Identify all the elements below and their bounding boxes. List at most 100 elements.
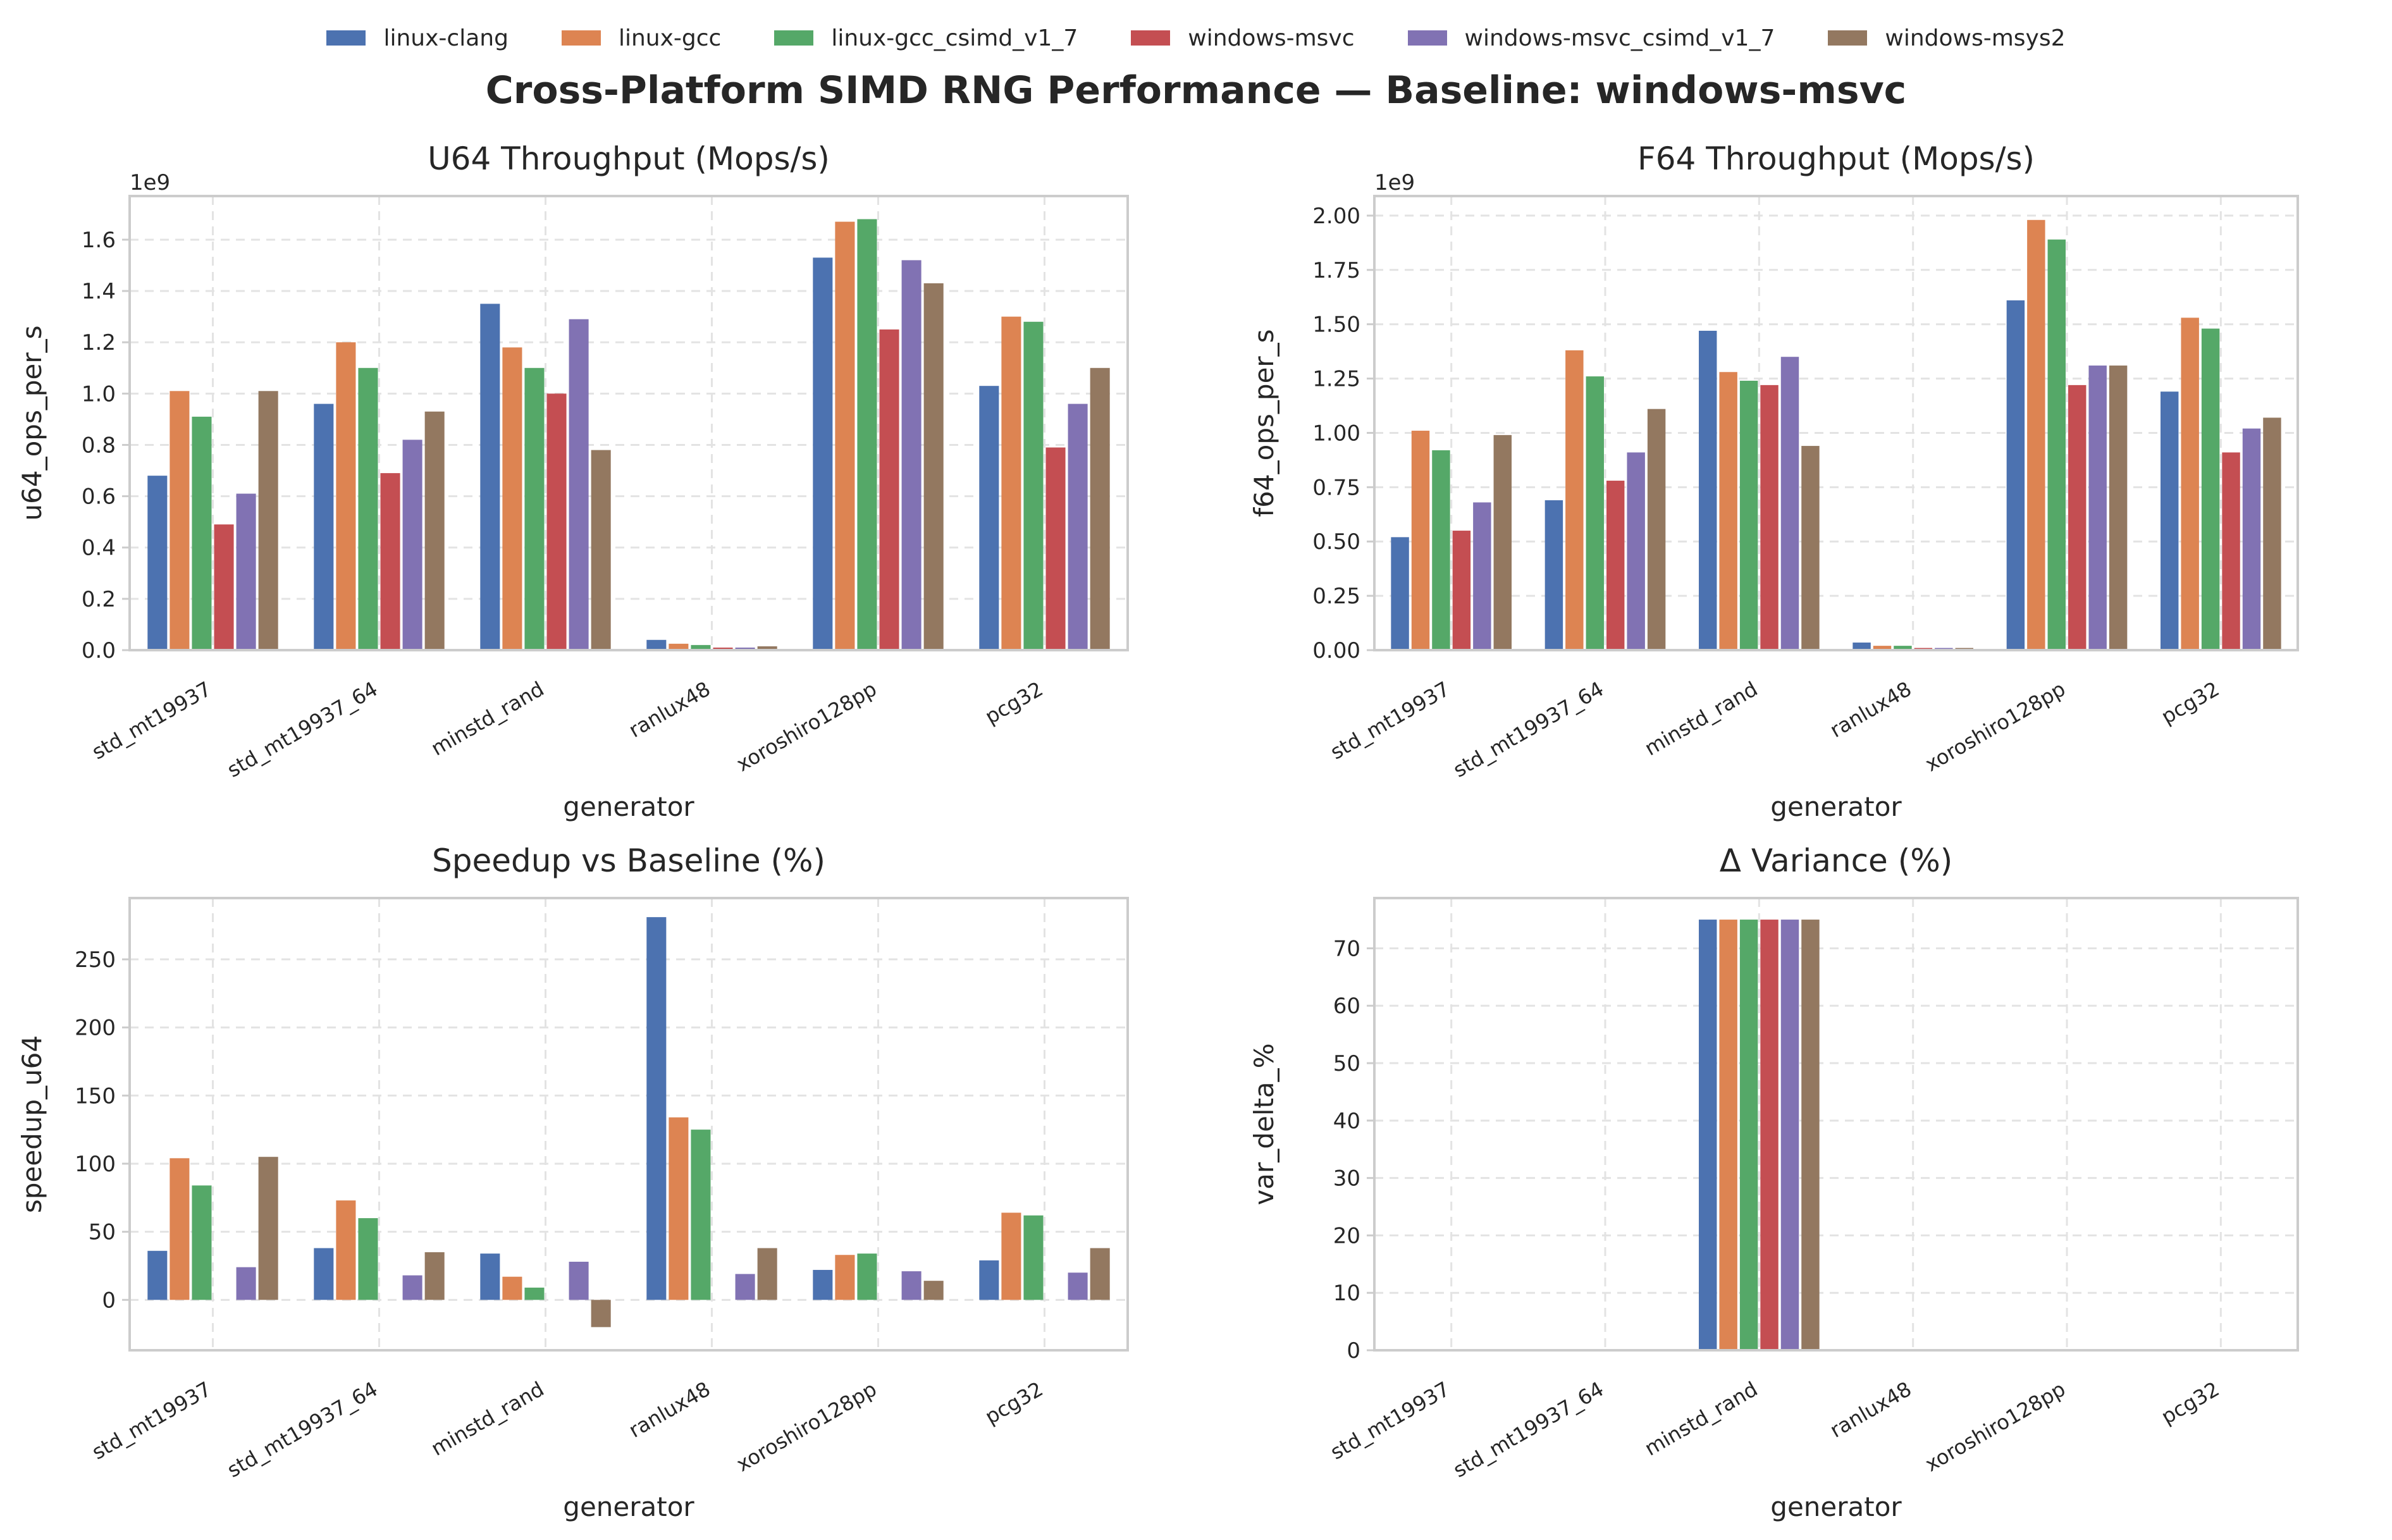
bar — [757, 1248, 777, 1300]
x-axis-label: generator — [1770, 791, 1902, 822]
y-tick-label: 0.4 — [82, 536, 116, 561]
bar — [1090, 1248, 1110, 1300]
bar — [735, 647, 755, 650]
x-tick-label: ranlux48 — [625, 677, 715, 742]
legend-item: linux-gcc_csimd_v1_7 — [774, 25, 1078, 51]
y-tick-label: 0.25 — [1312, 584, 1360, 609]
y-axis-label: f64_ops_per_s — [1248, 329, 1279, 517]
bar — [1023, 321, 1044, 650]
legend-label: windows-msvc_csimd_v1_7 — [1464, 25, 1775, 51]
y-tick-label: 0 — [102, 1288, 116, 1313]
bar — [1068, 1272, 1088, 1300]
legend-label: windows-msys2 — [1885, 25, 2066, 51]
legend-label: linux-gcc — [618, 25, 722, 51]
chart-title: U64 Throughput (Mops/s) — [428, 140, 830, 177]
bar — [713, 647, 733, 650]
bar — [1760, 920, 1779, 1350]
x-tick-label: ranlux48 — [1826, 1377, 1916, 1443]
bar — [1544, 500, 1563, 650]
plot-frame — [128, 897, 1129, 1352]
y-tick-label: 30 — [1333, 1166, 1360, 1192]
bar — [1801, 446, 1820, 650]
bar — [214, 524, 234, 650]
x-tick-label: xoroshiro128pp — [732, 677, 881, 776]
chart-title: F64 Throughput (Mops/s) — [1637, 140, 2035, 177]
x-tick-label: std_mt19937 — [88, 677, 216, 764]
bar — [424, 411, 445, 650]
legend-item: linux-clang — [326, 25, 509, 51]
bar — [524, 1287, 545, 1300]
bar — [314, 1248, 334, 1300]
y-tick-label: 70 — [1333, 936, 1360, 961]
y-tick-label: 2.00 — [1312, 204, 1360, 229]
bar — [236, 1267, 256, 1300]
bar — [1894, 646, 1912, 650]
bar — [2201, 328, 2220, 650]
bar — [857, 1254, 877, 1300]
bar — [1411, 431, 1430, 650]
x-tick-label: ranlux48 — [1826, 677, 1916, 742]
bar — [569, 319, 589, 650]
y-axis-label: speedup_u64 — [16, 1035, 47, 1213]
x-tick-label: pcg32 — [981, 677, 1047, 729]
bar — [258, 391, 278, 650]
y-tick-label: 50 — [1333, 1051, 1360, 1076]
bar — [835, 1255, 855, 1300]
bar — [1739, 920, 1758, 1350]
y-tick-label: 1.6 — [82, 228, 116, 253]
bar — [1090, 367, 1110, 650]
bar — [2027, 219, 2045, 651]
bar — [591, 1300, 611, 1327]
bar — [1699, 330, 1717, 650]
x-axis-label: generator — [1770, 1491, 1902, 1522]
bar — [1780, 920, 1799, 1350]
bar — [524, 367, 545, 650]
legend-swatch — [561, 30, 601, 46]
bar — [1719, 920, 1737, 1350]
bar — [1493, 434, 1512, 650]
legend-swatch — [774, 30, 814, 46]
y-tick-label: 0.2 — [82, 587, 116, 612]
bar — [923, 1281, 944, 1300]
bar — [314, 403, 334, 650]
bar — [380, 473, 400, 650]
x-tick-label: std_mt19937 — [88, 1377, 216, 1464]
bar — [358, 367, 378, 650]
x-tick-label: pcg32 — [981, 1377, 1047, 1429]
bar — [424, 1252, 445, 1300]
plot-frame — [1373, 195, 2299, 651]
legend-swatch — [1131, 30, 1171, 46]
bar — [1853, 642, 1871, 650]
y-tick-label: 1.0 — [82, 381, 116, 407]
bar — [1045, 447, 1066, 650]
bar — [192, 416, 212, 650]
x-tick-label: xoroshiro128pp — [1921, 1377, 2069, 1476]
u64-throughput-chart: U64 Throughput (Mops/s) 0.0 0.2 0.4 0.6 0.8 1.… — [16, 140, 1129, 822]
bar — [546, 393, 567, 650]
bar — [1606, 481, 1625, 650]
bar — [2006, 300, 2025, 650]
y-tick-label: 10 — [1333, 1281, 1360, 1306]
x-tick-label: pcg32 — [2157, 677, 2224, 729]
bar — [1023, 1215, 1044, 1300]
bar — [813, 1269, 833, 1300]
plot-frame — [1373, 897, 2299, 1352]
y-tick-label: 0 — [1347, 1338, 1360, 1364]
bar — [1780, 357, 1799, 650]
bar — [170, 1158, 190, 1300]
legend-label: windows-msvc — [1188, 25, 1355, 51]
speedup-chart: Speedup vs Baseline (%) 0 50 100 150 200 250 st… — [16, 842, 1129, 1522]
bar — [735, 1274, 755, 1300]
y-tick-label: 0.75 — [1312, 475, 1360, 500]
legend-swatch — [1407, 30, 1447, 46]
bar — [646, 917, 667, 1300]
y-tick-label: 20 — [1333, 1223, 1360, 1248]
y-tick-label: 0.00 — [1312, 638, 1360, 663]
bar — [1873, 646, 1892, 650]
y-tick-label: 250 — [75, 947, 116, 973]
legend-swatch — [1828, 30, 1868, 46]
x-tick-label: minstd_rand — [427, 677, 548, 761]
bar — [502, 1276, 522, 1300]
legend-item: linux-gcc — [561, 25, 722, 51]
legend-item: windows-msvc — [1131, 25, 1355, 51]
